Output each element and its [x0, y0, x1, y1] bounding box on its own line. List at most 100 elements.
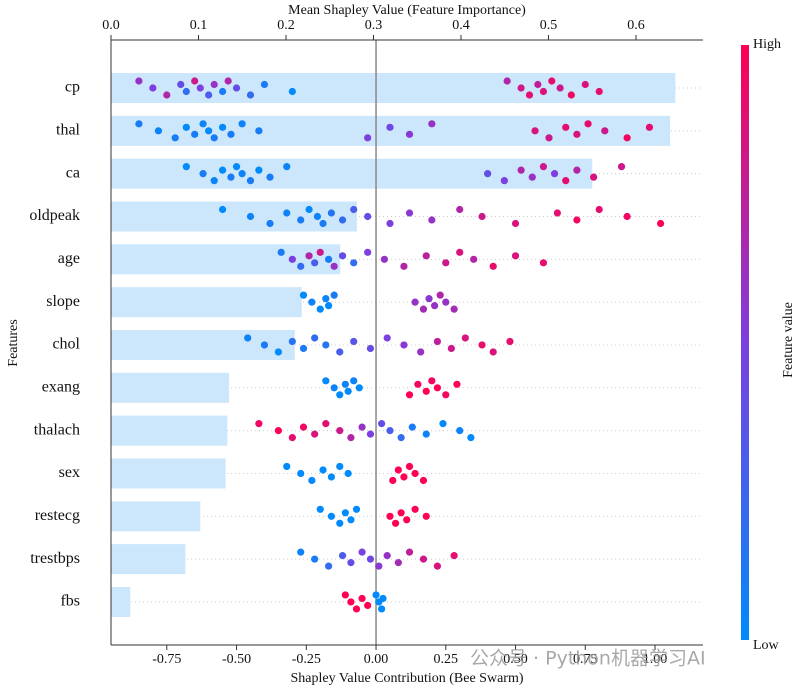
- importance-bar: [111, 372, 230, 403]
- swarm-dot: [274, 427, 282, 435]
- swarm-dot: [378, 605, 386, 613]
- swarm-dot: [548, 77, 556, 85]
- swarm-dot: [218, 166, 227, 174]
- swarm-dot: [149, 84, 157, 92]
- swarm-dot: [428, 377, 436, 385]
- colorbar-label: Feature value: [781, 302, 796, 378]
- swarm-dot: [283, 462, 291, 471]
- swarm-dot: [453, 380, 461, 388]
- swarm-dot: [135, 77, 143, 85]
- swarm-dot: [383, 552, 391, 560]
- swarm-dot: [503, 77, 511, 85]
- swarm-dot: [341, 380, 349, 388]
- swarm-dot: [135, 120, 143, 128]
- swarm-dot: [305, 252, 313, 260]
- swarm-dot: [478, 341, 486, 349]
- swarm-dot: [436, 291, 444, 299]
- swarm-dot: [400, 473, 408, 481]
- x-tick-label: -0.50: [222, 652, 251, 667]
- swarm-dot: [562, 177, 570, 185]
- swarm-dot: [336, 462, 344, 471]
- swarm-dot: [327, 473, 335, 481]
- colorbar-low: Low: [753, 638, 780, 653]
- swarm-dot: [364, 212, 372, 221]
- importance-bar: [111, 586, 131, 617]
- x-tick-label: 0.25: [434, 652, 459, 667]
- feature-label: age: [58, 250, 80, 267]
- swarm-dot: [442, 391, 450, 399]
- swarm-dot: [336, 348, 344, 356]
- swarm-dot: [325, 255, 333, 263]
- x-tick-label: 0.50: [503, 652, 528, 667]
- swarm-dot: [311, 259, 319, 267]
- swarm-dot: [456, 205, 464, 214]
- swarm-dot: [177, 80, 185, 89]
- top-axis-label: Mean Shapley Value (Feature Importance): [288, 3, 526, 18]
- swarm-dot: [484, 170, 492, 178]
- swarm-dot: [246, 91, 255, 99]
- swarm-dot: [595, 205, 603, 214]
- swarm-dot: [366, 430, 375, 438]
- importance-bar: [111, 544, 186, 575]
- swarm-dot: [347, 434, 355, 442]
- swarm-dot: [319, 219, 327, 228]
- swarm-dot: [405, 209, 414, 217]
- swarm-dot: [366, 344, 375, 353]
- swarm-dot: [645, 123, 654, 131]
- importance-bar: [111, 415, 228, 446]
- importance-bar: [111, 501, 201, 532]
- swarm-dot: [260, 80, 269, 89]
- swarm-dot: [283, 163, 291, 171]
- swarm-dot: [595, 87, 603, 96]
- swarm-dot: [163, 91, 171, 99]
- swarm-dot: [205, 127, 213, 135]
- swarm-dot: [378, 420, 386, 428]
- feature-label: exang: [42, 378, 80, 395]
- swarm-dot: [447, 344, 455, 353]
- swarm-dot: [364, 248, 372, 256]
- swarm-dot: [511, 219, 520, 228]
- swarm-dot: [528, 173, 536, 181]
- swarm-dot: [590, 173, 598, 181]
- swarm-dot: [433, 562, 442, 570]
- swarm-dot: [358, 423, 366, 431]
- swarm-dot: [288, 434, 296, 442]
- top-tick-label: 0.0: [102, 18, 120, 33]
- swarm-dot: [366, 555, 375, 563]
- swarm-dot: [573, 130, 581, 138]
- x-tick-label: -0.25: [292, 652, 321, 667]
- swarm-dot: [232, 84, 241, 92]
- colorbar-high: High: [753, 37, 781, 52]
- swarm-dot: [562, 123, 570, 131]
- feature-label: trestbps: [30, 550, 80, 567]
- swarm-dot: [191, 77, 199, 85]
- swarm-dot: [411, 298, 419, 306]
- swarm-dot: [456, 248, 464, 256]
- feature-label: cp: [65, 79, 80, 96]
- x-tick-label: 0.00: [364, 652, 389, 667]
- swarm-dot: [330, 291, 338, 299]
- swarm-dot: [196, 84, 204, 92]
- watermark: 公众号 · Python机器学习AI: [470, 648, 706, 670]
- top-tick-label: 0.2: [277, 18, 295, 33]
- swarm-dot: [405, 548, 414, 556]
- swarm-dot: [400, 262, 408, 270]
- swarm-dot: [422, 430, 430, 438]
- swarm-dot: [550, 170, 559, 178]
- swarm-dot: [311, 430, 319, 438]
- swarm-dot: [386, 512, 394, 520]
- swarm-dot: [350, 377, 358, 385]
- swarm-dot: [322, 341, 330, 349]
- swarm-dot: [327, 512, 335, 520]
- swarm-dot: [397, 434, 405, 442]
- swarm-dot: [299, 344, 308, 353]
- swarm-dot: [266, 173, 274, 181]
- x-tick-label: -0.75: [152, 652, 181, 667]
- swarm-dot: [428, 120, 436, 128]
- swarm-dot: [327, 209, 335, 217]
- swarm-dot: [380, 255, 389, 263]
- swarm-dot: [260, 341, 269, 349]
- swarm-dot: [439, 420, 447, 428]
- swarm-dot: [584, 120, 592, 128]
